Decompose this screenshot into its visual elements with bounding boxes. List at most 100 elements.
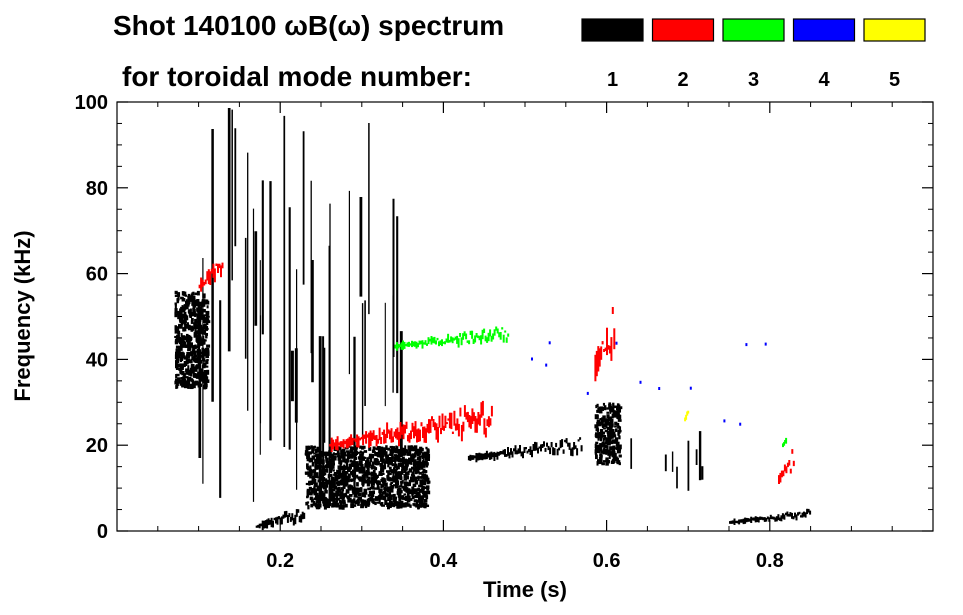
legend-swatch-2 [651, 18, 715, 42]
spectrum-point [326, 479, 330, 484]
spectrum-point [331, 491, 334, 496]
spectrum-point [353, 495, 358, 498]
spectrum-point [312, 469, 316, 472]
spectrum-point [611, 409, 615, 413]
spectrum-point [353, 438, 356, 441]
chart-title-line2: for toroidal mode number: [122, 61, 472, 92]
spectrum-point [403, 493, 407, 496]
spectrum-point [193, 322, 197, 328]
spectrum-point [199, 306, 203, 310]
spectrum-point [794, 512, 796, 518]
spectrum-point [496, 451, 499, 460]
spectrum-point [177, 348, 181, 354]
spectrum-point [441, 339, 443, 347]
spectrum-point [612, 440, 617, 443]
spectrum-point [604, 444, 608, 449]
spectrum-point [411, 422, 414, 432]
spectrum-point [189, 384, 193, 390]
spectrum-point [418, 340, 421, 345]
spectrum-point [337, 456, 340, 461]
spectrum-point [357, 496, 361, 501]
spectrum-point [456, 418, 459, 431]
spectrum-point [417, 477, 420, 481]
spectrum-point [739, 422, 742, 426]
spectrum-point [402, 424, 405, 440]
spectrum-point [339, 495, 343, 499]
spectrum-point [204, 279, 207, 285]
spectrum-point [748, 518, 751, 522]
spectrum-point [605, 457, 609, 460]
spectrum-point [408, 479, 412, 484]
spectrum-point [338, 465, 342, 468]
spectrum-feature-n4 [531, 341, 767, 426]
spectrum-point [639, 380, 642, 384]
spectrum-point [397, 476, 401, 480]
spectrum-point [332, 469, 335, 472]
spectrum-point [606, 445, 609, 451]
spectrum-point [360, 464, 364, 469]
spectrum-point [342, 458, 346, 463]
spectrum-point [189, 315, 192, 318]
spectrum-point [453, 410, 456, 426]
spectrum-point [380, 478, 383, 482]
spectrum-point [558, 447, 561, 451]
spectrum-point [617, 426, 620, 429]
spectrum-point [207, 269, 210, 285]
spectrum-point [617, 431, 620, 436]
spectrum-point [322, 493, 325, 499]
x-tick-label: 0.4 [429, 550, 458, 572]
spectrum-point [217, 263, 219, 273]
spectrum-point [780, 515, 783, 522]
spectrum-point [396, 427, 399, 440]
spectrum-point [484, 427, 487, 438]
spectrum-point [389, 449, 393, 452]
spectrum-point [363, 495, 367, 498]
spectrum-point [309, 459, 313, 462]
spectrum-point [341, 470, 346, 476]
spectrum-point [193, 373, 197, 378]
spectrum-point [258, 523, 261, 529]
spectrum-point [329, 497, 333, 502]
spectrum-point [408, 433, 411, 443]
spectrum-point [397, 471, 401, 477]
spectrum-point [783, 514, 786, 520]
spectrum-point [419, 429, 421, 442]
spectrum-point [329, 473, 333, 478]
spectrum-point [190, 320, 194, 324]
spectrum-point [610, 441, 614, 445]
spectrum-point [205, 354, 210, 359]
spectrum-point [597, 450, 601, 454]
spectrum-point [185, 376, 189, 379]
spectrum-point [206, 320, 211, 324]
spectrum-point [220, 265, 222, 278]
spectrum-feature-n5 [684, 410, 690, 422]
spectrum-point [394, 471, 398, 475]
spectrum-point [180, 381, 184, 384]
spectrum-point [807, 508, 810, 513]
spectrum-point [327, 501, 331, 507]
spectrum-point [314, 497, 318, 501]
spectrum-point [416, 457, 420, 461]
spectrum-point [333, 473, 336, 476]
spectrum-point [187, 334, 191, 337]
spectrum-point [379, 462, 383, 467]
spectrum-point [525, 447, 527, 450]
spectrum-point [181, 371, 185, 376]
spectrum-point [280, 516, 283, 525]
spectrum-point [336, 469, 339, 475]
spectrum-point [177, 338, 180, 341]
spectrum-point [192, 307, 195, 313]
spectrum-point [389, 488, 394, 493]
spectrum-point [298, 515, 301, 523]
spectrum-point [779, 472, 782, 483]
spectrum-point [404, 465, 408, 471]
spectrum-point [187, 327, 191, 331]
spectrum-point [342, 486, 346, 489]
spectrum-point [618, 409, 622, 413]
spectrum-point [406, 503, 411, 507]
spectrum-point [344, 503, 348, 508]
spectrum-point [392, 493, 396, 497]
spectrum-point [314, 503, 319, 508]
spectrum-point [308, 451, 312, 455]
spectrum-point [363, 499, 367, 504]
